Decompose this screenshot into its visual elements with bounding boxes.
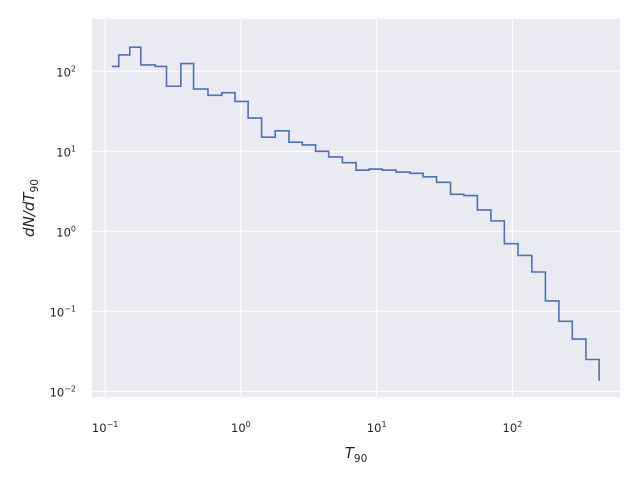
y-tick-label-3: 101	[56, 144, 76, 159]
y-tick-label-2: 100	[56, 224, 76, 239]
grid	[92, 19, 620, 397]
series-line-0	[111, 46, 600, 381]
x-tick-label-3: 102	[503, 420, 523, 435]
y-axis-label: dN/dT90	[20, 179, 41, 237]
x-tick-label-0: 10−1	[92, 420, 118, 435]
y-tick-labels: 10−2 10−1 100 101 102	[50, 64, 76, 399]
y-tick-label-4: 102	[56, 64, 76, 79]
plot-background	[92, 19, 620, 397]
x-tick-label-2: 101	[367, 420, 387, 435]
series-layer	[111, 46, 600, 381]
x-tick-label-1: 100	[231, 420, 251, 435]
y-tick-label-1: 10−1	[50, 304, 76, 319]
x-axis-label: T90	[345, 444, 368, 465]
y-tick-label-0: 10−2	[50, 384, 76, 399]
x-tick-labels: 10−1 100 101 102	[92, 420, 522, 435]
